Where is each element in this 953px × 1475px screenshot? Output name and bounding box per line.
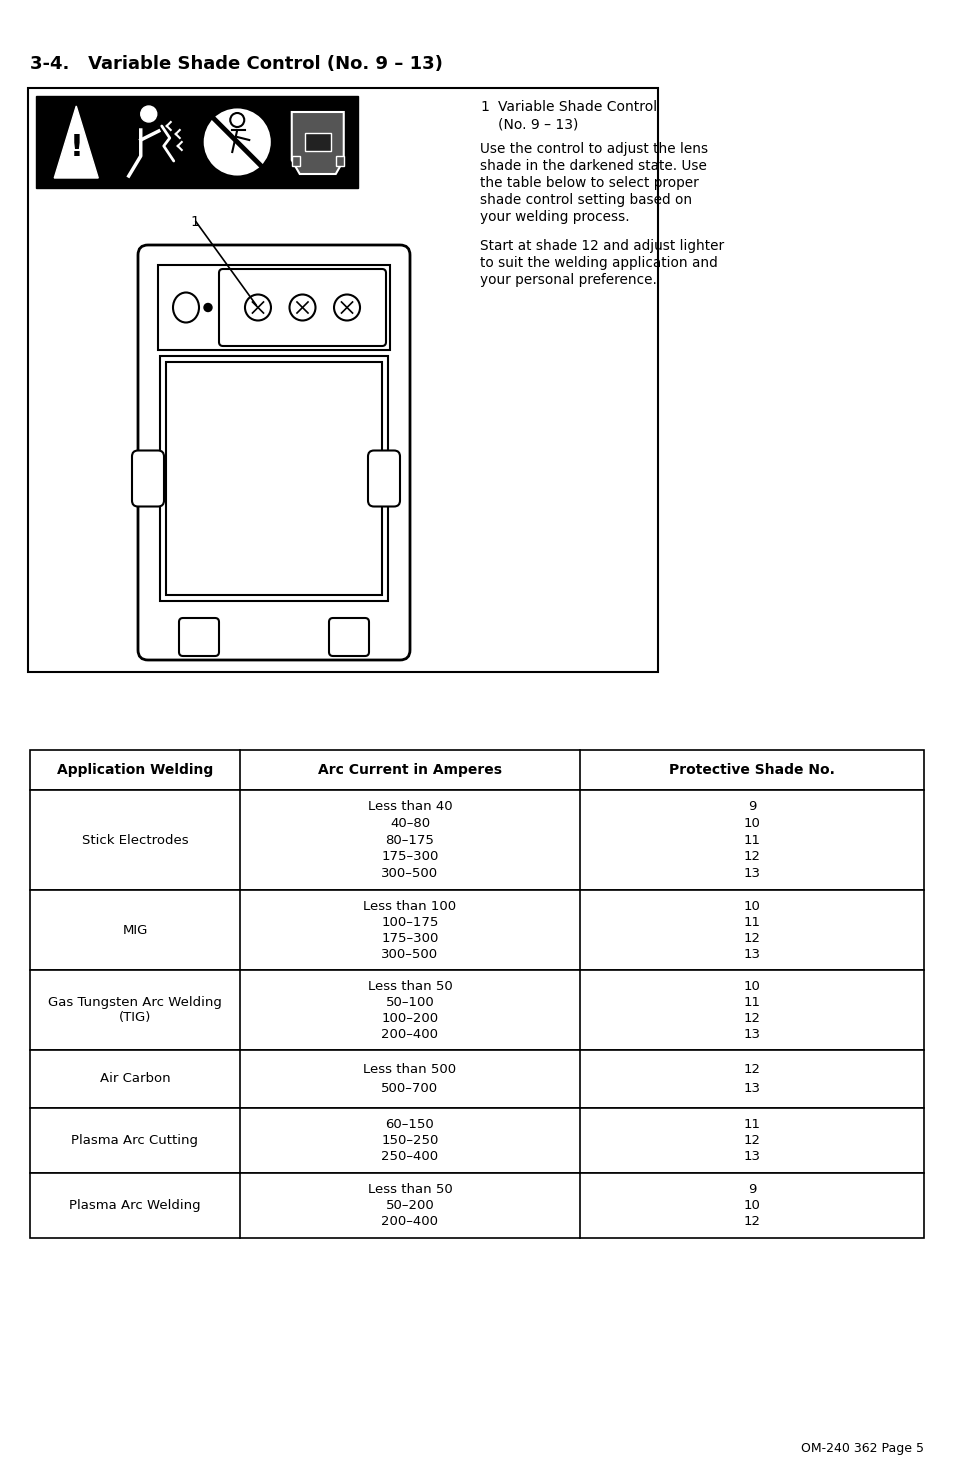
Text: 1: 1 [190, 215, 198, 229]
Text: 11: 11 [742, 916, 760, 928]
Text: Protective Shade No.: Protective Shade No. [668, 763, 834, 777]
Text: Use the control to adjust the lens: Use the control to adjust the lens [479, 142, 707, 156]
Text: 80–175: 80–175 [385, 833, 434, 847]
Text: 100–200: 100–200 [381, 1012, 438, 1025]
Text: 12: 12 [742, 1063, 760, 1075]
Text: shade in the darkened state. Use: shade in the darkened state. Use [479, 159, 706, 173]
Circle shape [141, 106, 156, 122]
Text: 12: 12 [742, 932, 760, 944]
Text: 100–175: 100–175 [381, 916, 438, 928]
Circle shape [245, 295, 271, 320]
Bar [30, 971, 923, 1050]
Bar [292, 156, 299, 167]
Bar [30, 749, 923, 791]
Text: Plasma Arc Welding: Plasma Arc Welding [70, 1199, 200, 1212]
Text: 10: 10 [742, 900, 760, 913]
Circle shape [201, 106, 273, 178]
Bar [30, 889, 923, 971]
Text: 1: 1 [479, 100, 488, 114]
Text: 10: 10 [742, 1199, 760, 1212]
Text: 9: 9 [747, 1183, 756, 1196]
FancyBboxPatch shape [132, 450, 164, 506]
Text: 12: 12 [742, 1134, 760, 1148]
Text: Less than 50: Less than 50 [367, 1183, 452, 1196]
Bar [28, 88, 658, 673]
Text: !: ! [70, 134, 83, 162]
Text: 11: 11 [742, 1118, 760, 1131]
Text: 11: 11 [742, 996, 760, 1009]
FancyBboxPatch shape [368, 450, 399, 506]
FancyBboxPatch shape [138, 245, 410, 659]
Text: 10: 10 [742, 979, 760, 993]
Text: Air Carbon: Air Carbon [99, 1072, 171, 1086]
Text: 13: 13 [742, 867, 760, 879]
Text: 12: 12 [742, 850, 760, 863]
Bar [335, 156, 343, 167]
Circle shape [289, 295, 315, 320]
Text: 250–400: 250–400 [381, 1150, 438, 1164]
Text: Less than 40: Less than 40 [367, 799, 452, 813]
Text: 500–700: 500–700 [381, 1083, 438, 1094]
Text: 12: 12 [742, 1012, 760, 1025]
Text: 50–100: 50–100 [385, 996, 434, 1009]
Bar [304, 133, 331, 150]
Text: Less than 50: Less than 50 [367, 979, 452, 993]
FancyBboxPatch shape [329, 618, 369, 656]
Text: Variable Shade Control: Variable Shade Control [497, 100, 657, 114]
Bar [158, 266, 390, 350]
Text: Application Welding: Application Welding [57, 763, 213, 777]
Text: your welding process.: your welding process. [479, 209, 629, 224]
Bar [166, 361, 381, 594]
Text: 10: 10 [742, 817, 760, 830]
Text: 9: 9 [747, 799, 756, 813]
Text: Stick Electrodes: Stick Electrodes [82, 833, 188, 847]
FancyBboxPatch shape [219, 268, 386, 347]
Bar [30, 1108, 923, 1173]
Text: 3-4.   Variable Shade Control (No. 9 – 13): 3-4. Variable Shade Control (No. 9 – 13) [30, 55, 442, 72]
Text: Less than 500: Less than 500 [363, 1063, 456, 1075]
Bar [160, 355, 388, 600]
Text: 300–500: 300–500 [381, 867, 438, 879]
Text: 200–400: 200–400 [381, 1028, 438, 1040]
Text: 13: 13 [742, 1028, 760, 1040]
Text: 300–500: 300–500 [381, 947, 438, 960]
Text: MIG: MIG [122, 923, 148, 937]
Bar [30, 791, 923, 889]
Ellipse shape [172, 292, 199, 323]
Text: Plasma Arc Cutting: Plasma Arc Cutting [71, 1134, 198, 1148]
Text: Arc Current in Amperes: Arc Current in Amperes [317, 763, 501, 777]
Text: 175–300: 175–300 [381, 932, 438, 944]
FancyBboxPatch shape [179, 618, 219, 656]
Polygon shape [54, 106, 98, 178]
Text: the table below to select proper: the table below to select proper [479, 176, 698, 190]
Text: 13: 13 [742, 1150, 760, 1164]
Polygon shape [292, 112, 343, 174]
Circle shape [334, 295, 359, 320]
Text: to suit the welding application and: to suit the welding application and [479, 257, 717, 270]
Text: 12: 12 [742, 1215, 760, 1229]
Text: 50–200: 50–200 [385, 1199, 434, 1212]
Bar [36, 96, 357, 187]
Bar [30, 1050, 923, 1108]
Circle shape [204, 304, 212, 311]
Text: 40–80: 40–80 [390, 817, 430, 830]
Text: Less than 100: Less than 100 [363, 900, 456, 913]
Text: 13: 13 [742, 947, 760, 960]
Bar [30, 1173, 923, 1238]
Text: 11: 11 [742, 833, 760, 847]
Text: 13: 13 [742, 1083, 760, 1094]
Text: Gas Tungsten Arc Welding
(TIG): Gas Tungsten Arc Welding (TIG) [48, 996, 222, 1024]
Text: 200–400: 200–400 [381, 1215, 438, 1229]
Text: 150–250: 150–250 [381, 1134, 438, 1148]
Text: Start at shade 12 and adjust lighter: Start at shade 12 and adjust lighter [479, 239, 723, 254]
Text: 60–150: 60–150 [385, 1118, 434, 1131]
Text: your personal preference.: your personal preference. [479, 273, 657, 288]
Text: (No. 9 – 13): (No. 9 – 13) [497, 117, 578, 131]
Text: 175–300: 175–300 [381, 850, 438, 863]
Text: shade control setting based on: shade control setting based on [479, 193, 691, 206]
Text: OM-240 362 Page 5: OM-240 362 Page 5 [801, 1443, 923, 1454]
